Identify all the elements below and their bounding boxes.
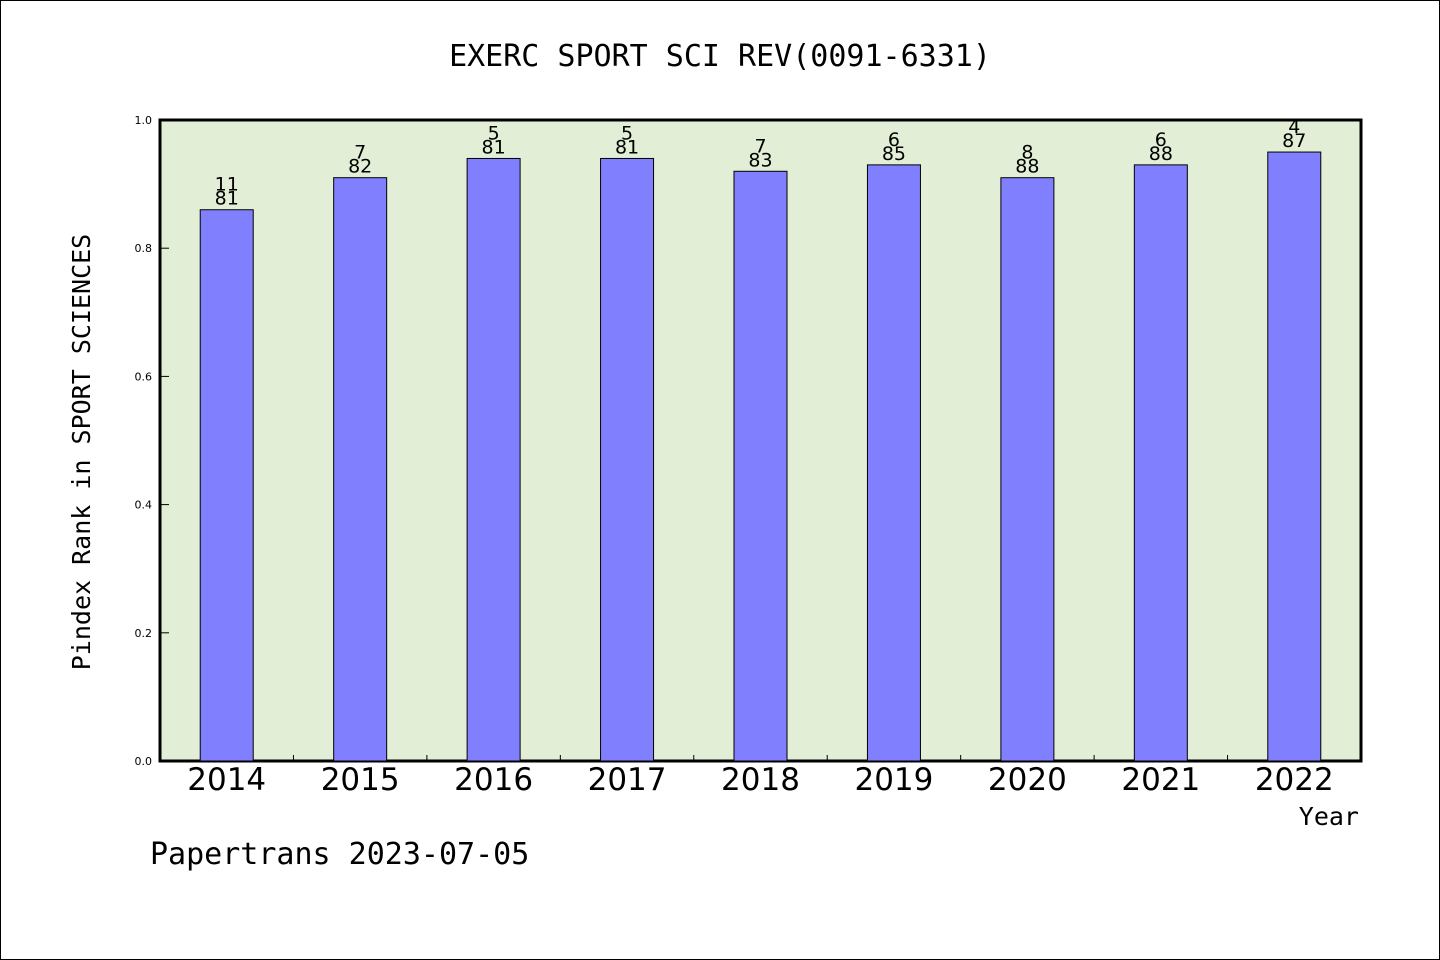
bar [866,164,921,762]
x-tick-label: 2020 [988,762,1067,798]
bar [600,157,655,762]
y-axis: 0.0 0.2 0.4 0.6 0.8 1.0 [135,114,169,768]
x-tick-label: 2015 [321,762,400,798]
y-tick-label: 0.0 [135,755,153,768]
bar [1267,151,1322,762]
y-tick-label: 0.4 [135,499,153,512]
bar-rank-label: 6 [888,129,900,151]
x-tick-label: 2016 [454,762,533,798]
bar-rank-label: 7 [754,135,766,157]
bar-total-label: 82 [348,156,372,178]
y-axis-label: Pindex Rank in SPORT SCIENCES [67,234,96,671]
bar-total-label: 88 [1015,156,1039,178]
bar [733,170,788,762]
bar-rank-label: 5 [488,122,500,144]
bar-rank-label: 11 [215,174,239,196]
x-axis: 2014 2015 2016 2017 2018 2019 2020 2021 2022 [187,755,1334,798]
bar [1133,164,1188,762]
y-tick-label: 0.6 [135,370,153,383]
y-tick-label: 0.8 [135,242,153,255]
chart-title: EXERC SPORT SCI REV(0091-6331) [449,39,991,74]
bar-total-label: 88 [1149,143,1173,165]
bars [199,151,1322,762]
x-tick-label: 2022 [1255,762,1334,798]
y-tick-label: 1.0 [135,114,153,127]
bar-rank-label: 7 [354,142,366,164]
x-tick-label: 2021 [1121,762,1200,798]
bar-rank-label: 5 [621,122,633,144]
bar [199,209,254,762]
bar-total-label: 81 [482,136,506,158]
bar-rank-label: 6 [1155,129,1167,151]
y-tick-label: 0.2 [135,627,153,640]
x-tick-label: 2014 [187,762,266,798]
bar-total-label: 81 [615,136,639,158]
bar [333,177,388,762]
bar-rank-label: 8 [1021,142,1033,164]
x-tick-label: 2017 [588,762,667,798]
x-axis-label: Year [1299,802,1359,831]
bar [466,157,521,762]
x-tick-label: 2019 [854,762,933,798]
bar-total-label: 81 [215,188,239,210]
bar-total-label: 83 [748,149,772,171]
bar-rank-label: 4 [1288,116,1300,138]
bar-total-label: 85 [882,143,906,165]
bar-total-label: 87 [1282,130,1306,152]
footer-text: Papertrans 2023-07-05 [150,837,529,872]
bar [1000,177,1055,762]
x-tick-label: 2018 [721,762,800,798]
